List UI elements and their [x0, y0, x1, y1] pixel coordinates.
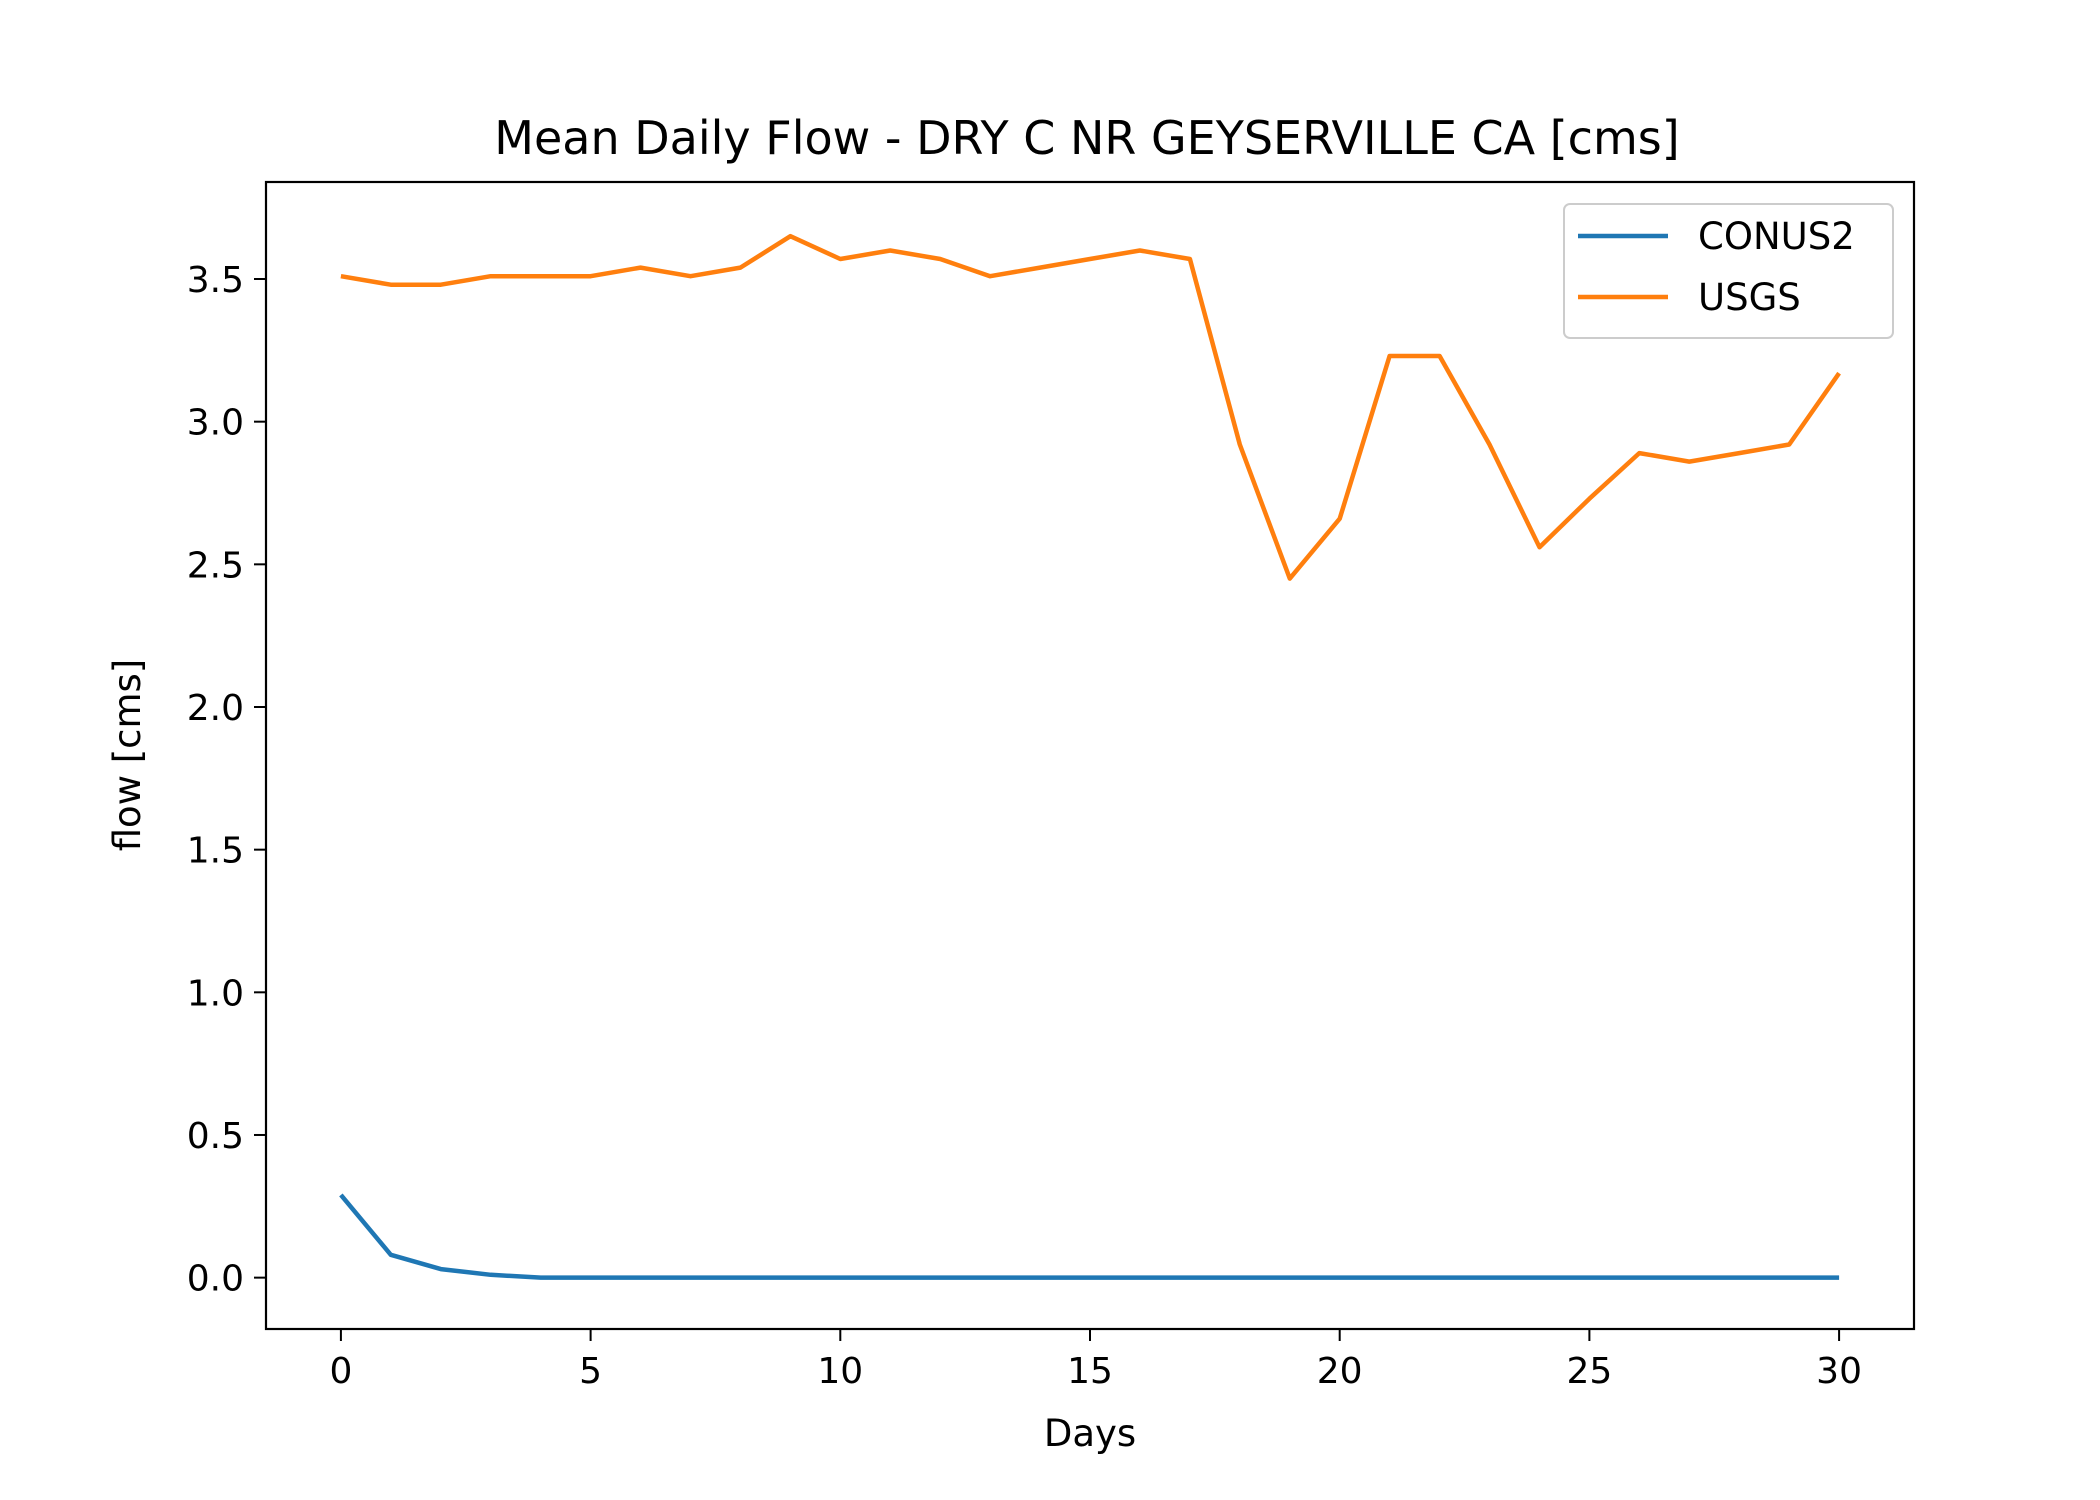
x-axis-ticks: 0 5 10 15 20 25 30 [329, 1329, 1862, 1392]
x-tick-label: 0 [329, 1351, 352, 1392]
x-tick-label: 5 [579, 1351, 602, 1392]
y-tick-label: 1.0 [187, 973, 244, 1014]
y-axis-label: flow [cms] [106, 659, 149, 852]
x-tick-label: 30 [1816, 1351, 1862, 1392]
x-tick-label: 15 [1067, 1351, 1113, 1392]
chart-title: Mean Daily Flow - DRY C NR GEYSERVILLE C… [494, 111, 1679, 165]
y-tick-label: 3.5 [187, 260, 244, 301]
x-axis-label: Days [1044, 1412, 1136, 1455]
x-tick-label: 10 [817, 1351, 863, 1392]
y-tick-label: 2.0 [187, 688, 244, 729]
plot-lines [339, 233, 1841, 1280]
y-tick-label: 2.5 [187, 545, 244, 586]
series-line-conus2 [339, 1193, 1840, 1280]
legend-label-usgs: USGS [1698, 276, 1801, 319]
y-axis-ticks: 0.0 0.5 1.0 1.5 2.0 2.5 3.0 3.5 [187, 260, 266, 1300]
x-tick-label: 20 [1317, 1351, 1363, 1392]
y-tick-label: 1.5 [187, 831, 244, 872]
y-tick-label: 3.0 [187, 403, 244, 444]
series-line-usgs [340, 233, 1841, 581]
y-tick-label: 0.5 [187, 1116, 244, 1157]
legend-label-conus2: CONUS2 [1698, 215, 1855, 258]
y-tick-label: 0.0 [187, 1259, 244, 1300]
x-tick-label: 25 [1566, 1351, 1612, 1392]
legend: CONUS2 USGS [1563, 203, 1894, 339]
